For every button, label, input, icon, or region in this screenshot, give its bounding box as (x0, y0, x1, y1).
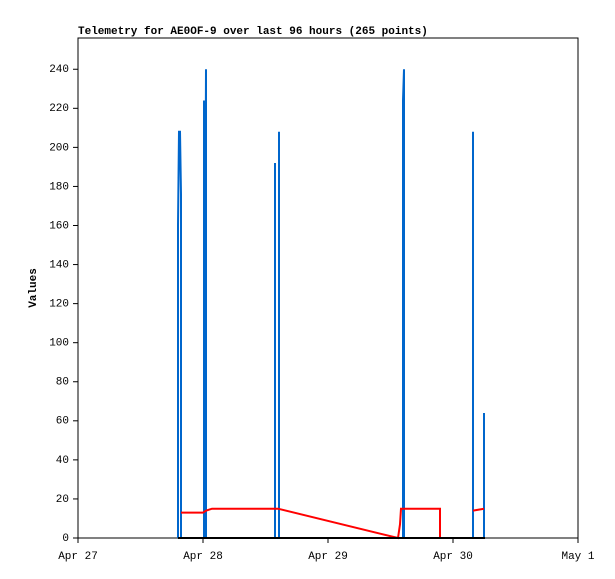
y-tick-label: 120 (49, 299, 69, 311)
y-tick-label: 220 (49, 103, 69, 115)
y-tick-label: 80 (56, 377, 69, 389)
chart-title: Telemetry for AE0OF-9 over last 96 hours… (78, 26, 428, 38)
y-tick-label: 140 (49, 259, 69, 271)
x-tick-label: Apr 28 (183, 551, 223, 563)
series-line (181, 507, 441, 540)
plot-frame (77, 37, 579, 539)
x-tick-label: Apr 29 (308, 551, 348, 563)
y-tick-label: 160 (49, 220, 69, 232)
y-tick-label: 100 (49, 338, 69, 350)
x-tick-label: Apr 30 (433, 551, 473, 563)
y-tick-label: 20 (56, 494, 69, 506)
y-tick-label: 0 (62, 533, 69, 545)
x-tick-label: May 1 (561, 551, 594, 563)
y-tick-label: 180 (49, 181, 69, 193)
y-axis-label: Values (28, 268, 40, 308)
y-tick-label: 60 (56, 416, 69, 428)
x-tick-label: Apr 27 (58, 551, 98, 563)
y-tick-label: 240 (49, 64, 69, 76)
y-tick-label: 40 (56, 455, 69, 467)
series-line (472, 507, 485, 512)
series-line (177, 69, 485, 539)
y-tick-label: 200 (49, 142, 69, 154)
